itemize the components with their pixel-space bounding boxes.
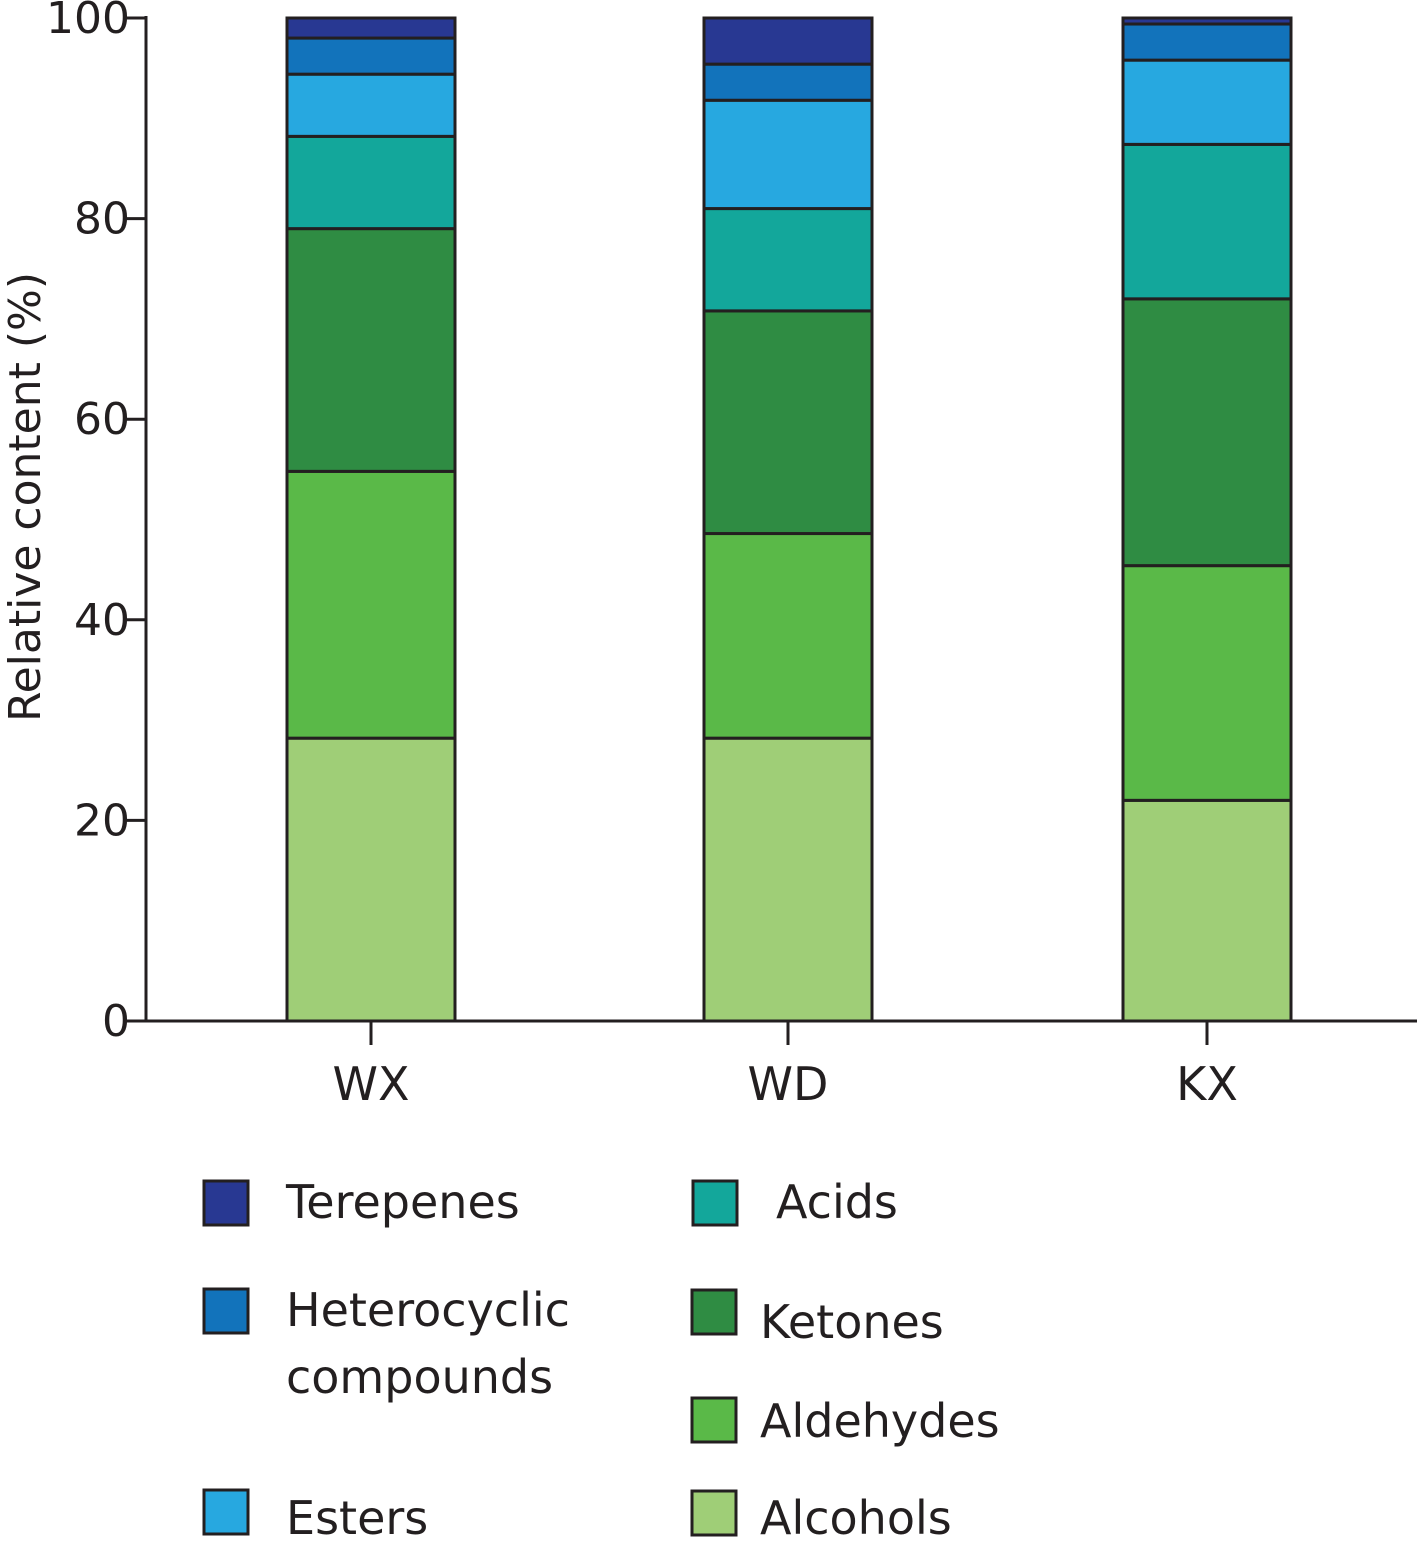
y-axis-title: Relative content (%) <box>0 272 51 722</box>
bar-segment-wd-heterocyclic-compounds <box>702 62 874 102</box>
legend-item-ketones: Ketones <box>690 1288 944 1349</box>
bar-segment-kx-alcohols <box>1121 798 1293 1023</box>
bar-segment-wx-esters <box>285 72 457 138</box>
bar-segment-wd-esters <box>702 98 874 211</box>
legend-swatch-heterocyclic <box>202 1287 250 1335</box>
legend-swatch-esters <box>202 1488 250 1536</box>
bar-segment-kx-heterocyclic-compounds <box>1121 22 1293 62</box>
y-tick-label-80: 80 <box>74 194 130 245</box>
bar-segment-wx-alcohols <box>285 736 457 1023</box>
y-tick-label-20: 20 <box>74 795 130 846</box>
bar-segment-kx-esters <box>1121 58 1293 146</box>
legend-swatch-aldehydes <box>690 1396 738 1444</box>
bar-segment-wx-heterocyclic-compounds <box>285 36 457 76</box>
bar-segment-wd-terepenes <box>702 16 874 66</box>
legend-label-heterocyclic-line-2: compounds <box>286 1350 553 1404</box>
bar-segment-wd-ketones <box>702 309 874 536</box>
legend-item-terpenes: Terepenes <box>202 1175 520 1229</box>
legend-label-ketones: Ketones <box>760 1295 944 1349</box>
legend-item-aldehydes: Aldehydes <box>690 1394 1000 1448</box>
legend-item-esters: Esters <box>202 1488 428 1544</box>
bar-segment-wd-acids <box>702 207 874 313</box>
bar-segment-wx-aldehydes <box>285 469 457 740</box>
legend-label-acids: Acids <box>776 1175 898 1229</box>
legend-label-esters: Esters <box>286 1491 428 1539</box>
axes-layer: 0 20 40 60 80 100 WX WD KX Relative content (%) <box>0 0 1417 1111</box>
bar-segment-kx-acids <box>1121 142 1293 301</box>
y-tick-label-0: 0 <box>102 996 130 1047</box>
bar-segment-wd-alcohols <box>702 736 874 1023</box>
legend-label-terpenes: Terepenes <box>285 1175 520 1229</box>
legend-swatch-terpenes <box>202 1179 250 1227</box>
bar-segment-wd-aldehydes <box>702 532 874 740</box>
bar-segment-kx-ketones <box>1121 297 1293 568</box>
x-tick-label-kx: KX <box>1176 1057 1238 1111</box>
bar-segment-kx-terepenes <box>1121 16 1293 26</box>
bar-segment-kx-aldehydes <box>1121 564 1293 802</box>
bars-layer <box>285 16 1293 1023</box>
legend-item-heterocyclic: Heterocyclic compounds <box>202 1283 570 1404</box>
legend-item-alcohols: Alcohols <box>690 1489 952 1544</box>
bar-segment-wx-terepenes <box>285 16 457 40</box>
legend-swatch-alcohols <box>690 1489 738 1537</box>
legend-label-aldehydes: Aldehydes <box>760 1394 1000 1448</box>
x-tick-label-wd: WD <box>748 1057 829 1111</box>
legend-label-alcohols: Alcohols <box>760 1491 952 1539</box>
legend-label-heterocyclic-line-1: Heterocyclic <box>286 1283 570 1337</box>
y-tick-label-40: 40 <box>74 595 130 646</box>
legend-swatch-acids <box>691 1179 739 1227</box>
y-tick-label-100: 100 <box>46 0 130 44</box>
x-tick-label-wx: WX <box>333 1057 410 1111</box>
legend-item-acids: Acids <box>691 1175 898 1229</box>
y-tick-label-60: 60 <box>74 394 130 445</box>
legend-swatch-ketones <box>690 1288 738 1336</box>
bar-segment-wx-ketones <box>285 227 457 473</box>
legend-layer: Terepenes Heterocyclic compounds Esters Acid… <box>202 1175 1000 1544</box>
bar-segment-wx-acids <box>285 134 457 231</box>
